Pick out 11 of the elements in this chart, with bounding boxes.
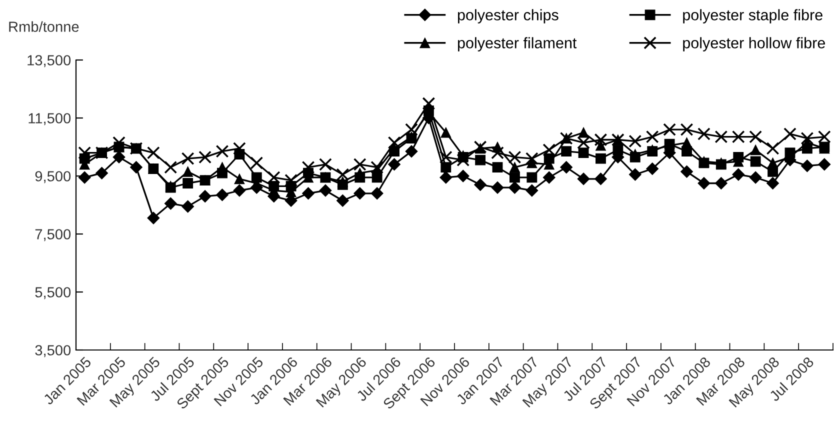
legend-label: polyester hollow fibre <box>683 37 825 52</box>
legend-label: polyester filament <box>458 37 577 52</box>
y-tick-label: 13,500 <box>28 55 71 68</box>
legend-label: polyester staple fibre <box>683 9 822 24</box>
y-axis-title: Rmb/tonne <box>9 21 79 32</box>
legend-label: polyester chips <box>458 9 558 24</box>
y-tick-label: 11,500 <box>28 113 71 126</box>
y-tick-label: 3,500 <box>35 345 71 358</box>
y-tick-label: 7,500 <box>35 229 71 242</box>
y-tick-label: 5,500 <box>35 287 71 300</box>
y-tick-label: 9,500 <box>35 171 71 184</box>
